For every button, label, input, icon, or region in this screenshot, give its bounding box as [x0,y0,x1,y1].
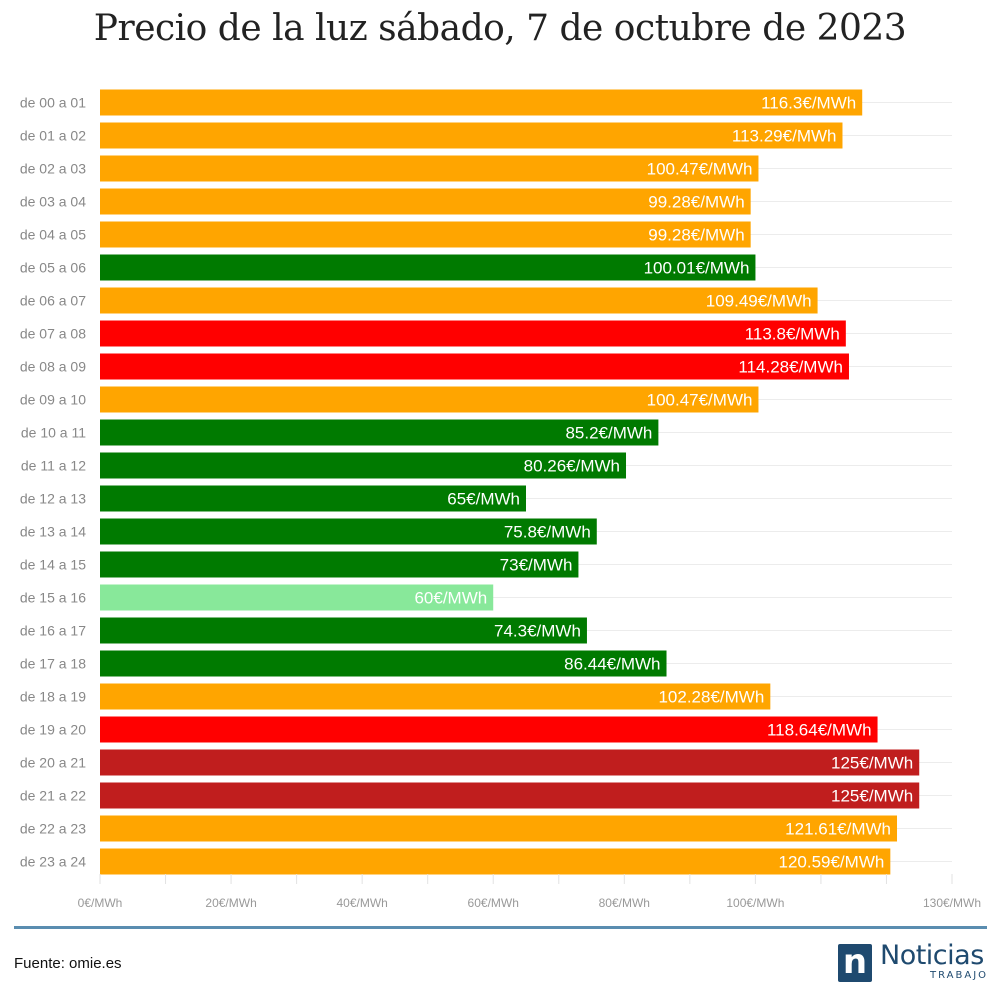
category-label: de 06 a 07 [20,293,86,309]
category-label: de 14 a 15 [20,557,86,573]
category-label: de 05 a 06 [20,260,86,276]
bar [100,683,771,710]
value-label: 99.28€/MWh [648,193,744,212]
x-tick-label: 20€/MWh [205,896,256,910]
x-tick-label: 60€/MWh [468,896,519,910]
bar [100,122,843,149]
x-tick-label: 100€/MWh [726,896,784,910]
brand-logo: n Noticias TRABAJO [838,941,988,985]
bar [100,584,494,611]
bar-chart: de 00 a 01 116.3€/MWh de 01 a 02 113.29€/MW… [20,89,981,910]
value-label: 100.47€/MWh [647,160,753,179]
bar [100,188,751,215]
bar [100,353,849,380]
category-label: de 04 a 05 [20,227,86,243]
value-label: 125€/MWh [831,787,913,806]
bar [100,155,759,182]
category-label: de 02 a 03 [20,161,86,177]
x-axis: 0€/MWh 20€/MWh 40€/MWh 60€/MWh 80€/MWh 100€/M… [78,874,981,910]
x-tick-label: 40€/MWh [336,896,387,910]
category-label: de 10 a 11 [21,425,86,441]
category-label: de 08 a 09 [20,359,86,375]
x-tick-label: 130€/MWh [923,896,981,910]
value-label: 121.61€/MWh [785,820,891,839]
bar [100,848,891,875]
category-label: de 07 a 08 [20,326,86,342]
value-label: 99.28€/MWh [648,226,744,245]
category-label: de 16 a 17 [20,623,86,639]
category-label: de 13 a 14 [20,524,86,540]
category-label: de 17 a 18 [20,656,86,672]
value-label: 102.28€/MWh [658,688,764,707]
logo-subtitle: TRABAJO [930,970,989,981]
bar [100,518,597,545]
bar [100,716,878,743]
bar [100,452,627,479]
category-label: de 03 a 04 [20,194,86,210]
category-label: de 19 a 20 [20,722,86,738]
value-label: 85.2€/MWh [565,424,652,443]
bar [100,419,659,446]
category-label: de 20 a 21 [20,755,86,771]
category-label: de 15 a 16 [20,590,86,606]
bar [100,782,920,809]
x-tick-label: 0€/MWh [78,896,123,910]
bar [100,551,579,578]
bar [100,221,751,248]
value-label: 113.29€/MWh [732,127,837,146]
value-label: 100.47€/MWh [647,391,753,410]
value-label: 109.49€/MWh [706,292,812,311]
value-label: 116.3€/MWh [761,94,856,113]
footer-divider [14,926,987,929]
bar [100,89,863,116]
chart-title: Precio de la luz sábado, 7 de octubre de… [93,8,907,49]
value-label: 65€/MWh [447,490,520,509]
logo-name: Noticias [880,940,984,971]
value-label: 75.8€/MWh [504,523,591,542]
bar [100,815,898,842]
value-label: 120.59€/MWh [778,853,884,872]
value-label: 60€/MWh [414,589,487,608]
bar [100,485,526,512]
category-label: de 09 a 10 [20,392,86,408]
value-label: 73€/MWh [500,556,573,575]
bar [100,386,759,413]
value-label: 118.64€/MWh [767,721,872,740]
labels-layer: de 00 a 01 116.3€/MWh de 01 a 02 113.29€/MW… [20,94,913,872]
category-label: de 11 a 12 [21,458,86,474]
bar [100,650,667,677]
category-label: de 21 a 22 [20,788,86,804]
category-label: de 22 a 23 [20,821,86,837]
category-label: de 01 a 02 [20,128,86,144]
bar [100,287,818,314]
bar [100,617,587,644]
category-label: de 23 a 24 [20,854,86,870]
category-label: de 12 a 13 [20,491,86,507]
category-label: de 18 a 19 [20,689,86,705]
bar [100,320,846,347]
value-label: 125€/MWh [831,754,913,773]
grid-layer [100,102,952,862]
value-label: 100.01€/MWh [644,259,750,278]
bar [100,749,920,776]
value-label: 114.28€/MWh [738,358,843,377]
value-label: 86.44€/MWh [564,655,660,674]
value-label: 74.3€/MWh [494,622,581,641]
value-label: 80.26€/MWh [524,457,620,476]
bar [100,254,756,281]
category-label: de 00 a 01 [20,95,86,111]
bars-layer [100,89,920,875]
x-tick-label: 80€/MWh [599,896,650,910]
source-note: Fuente: omie.es [14,955,122,972]
value-label: 113.8€/MWh [745,325,840,344]
logo-mark-icon: n [838,944,872,982]
